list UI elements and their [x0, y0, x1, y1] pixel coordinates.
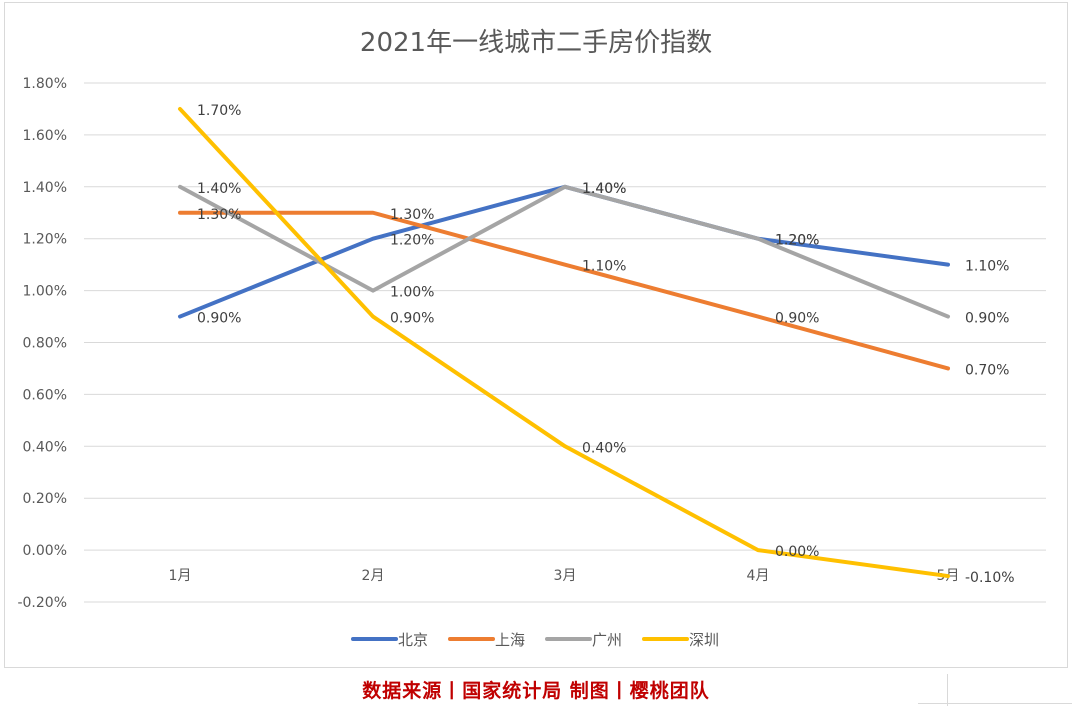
data-source-caption: 数据来源丨国家统计局 制图丨樱桃团队	[362, 680, 710, 702]
data-label: 1.20%	[390, 233, 434, 249]
data-label: 1.10%	[582, 259, 626, 275]
series-line-3	[178, 106, 950, 579]
legend-label: 上海	[495, 631, 525, 649]
x-tick-label: 4月	[747, 568, 770, 584]
x-tick-label: 1月	[169, 568, 192, 584]
data-label: 1.20%	[775, 233, 819, 249]
series-lines	[178, 106, 950, 579]
x-axis-ticks: 1月 2月 3月 4月 5月	[169, 568, 960, 584]
y-tick-label: 0.80%	[23, 336, 67, 352]
data-label: -0.10%	[965, 570, 1015, 586]
data-label: 1.40%	[197, 181, 241, 197]
y-tick-label: 0.40%	[23, 439, 67, 455]
y-tick-label: 0.20%	[23, 491, 67, 507]
y-tick-label: -0.20%	[17, 595, 67, 611]
legend-label: 广州	[592, 631, 622, 649]
data-label: 0.70%	[965, 362, 1009, 378]
data-label: 0.40%	[582, 440, 626, 456]
y-tick-label: 1.20%	[23, 232, 67, 248]
legend-label: 深圳	[689, 631, 719, 649]
chart-title: 2021年一线城市二手房价指数	[360, 28, 712, 58]
data-label: 0.00%	[775, 544, 819, 560]
data-label: 1.70%	[197, 103, 241, 119]
x-tick-label: 3月	[554, 568, 577, 584]
data-label: 0.90%	[197, 311, 241, 327]
data-label: 1.10%	[965, 259, 1009, 275]
y-tick-label: 1.60%	[23, 128, 67, 144]
data-label: 1.00%	[390, 285, 434, 301]
data-label: 1.30%	[197, 207, 241, 223]
data-label: 1.40%	[582, 181, 626, 197]
series-line-0	[178, 184, 950, 319]
corner-divider	[918, 703, 1072, 704]
data-labels: 0.90% 1.20% 1.40% 1.20% 1.10% 1.30% 1.30% 1.10%…	[197, 103, 1015, 586]
data-label: 1.30%	[390, 207, 434, 223]
data-label: 1.20%	[775, 233, 819, 249]
y-tick-label: 1.00%	[23, 284, 67, 300]
y-axis-ticks: -0.20% 0.00% 0.20% 0.40% 0.60% 0.80% 1.00% 1.20…	[17, 76, 67, 611]
series-line-2	[178, 184, 950, 319]
data-label: 0.90%	[775, 311, 819, 327]
y-tick-label: 0.00%	[23, 543, 67, 559]
legend-label: 北京	[398, 631, 428, 649]
legend: 北京 上海 广州 深圳	[351, 631, 719, 649]
series-line-1	[178, 210, 950, 371]
y-tick-label: 1.40%	[23, 180, 67, 196]
x-tick-label: 2月	[362, 568, 385, 584]
data-label: 0.90%	[965, 311, 1009, 327]
corner-divider	[947, 674, 948, 706]
y-tick-label: 1.80%	[23, 76, 67, 92]
data-label: 1.40%	[582, 181, 626, 197]
y-tick-label: 0.60%	[23, 387, 67, 403]
data-label: 0.90%	[390, 311, 434, 327]
